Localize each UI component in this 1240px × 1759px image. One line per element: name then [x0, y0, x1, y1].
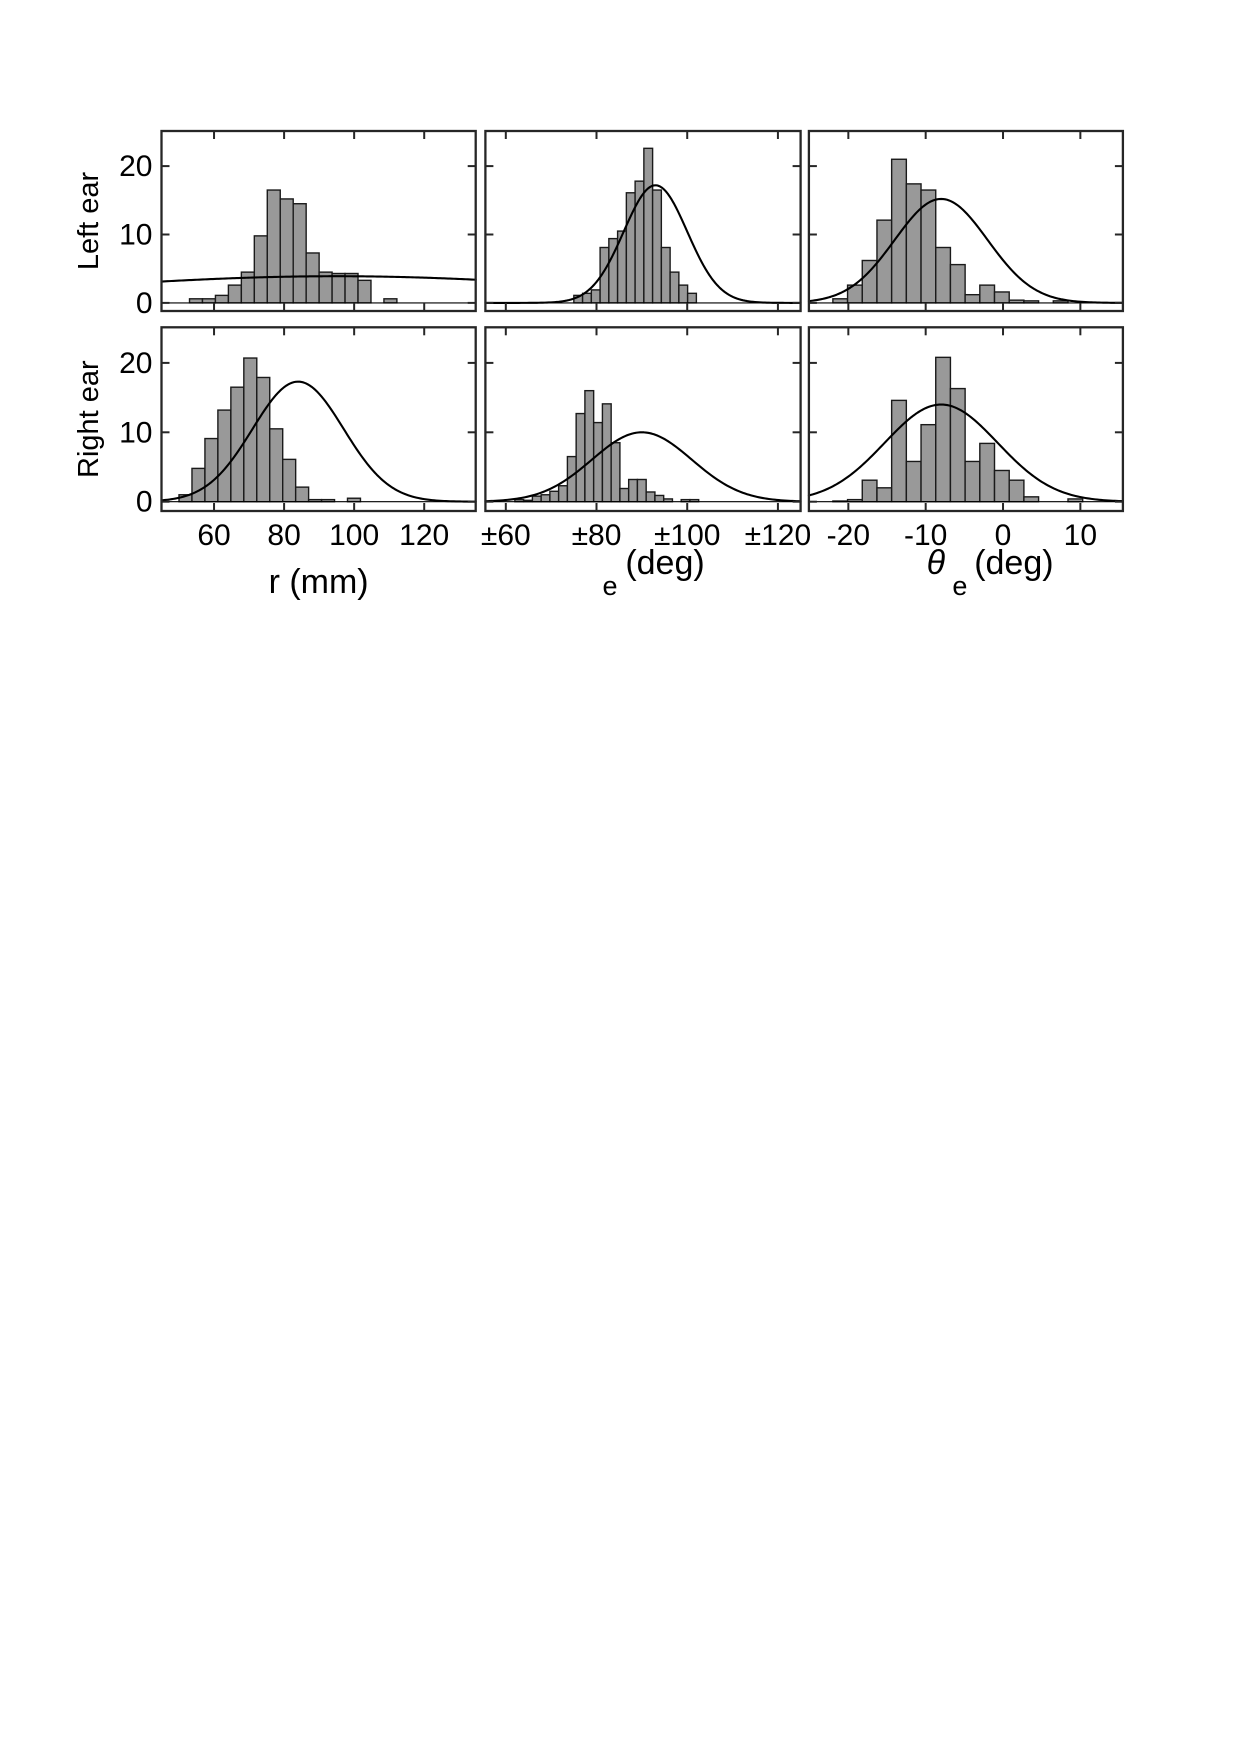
svg-text:(deg): (deg): [974, 544, 1053, 582]
svg-text:(deg): (deg): [625, 544, 704, 582]
svg-text:80: 80: [267, 519, 300, 552]
svg-text:100: 100: [329, 519, 379, 552]
svg-text:10: 10: [1064, 519, 1097, 552]
svg-text:r (mm): r (mm): [269, 563, 369, 601]
svg-text:0: 0: [136, 486, 153, 519]
svg-text:Left ear: Left ear: [73, 171, 105, 270]
svg-text:Right ear: Right ear: [73, 360, 105, 478]
svg-text:±120: ±120: [745, 519, 812, 552]
svg-text:10: 10: [119, 416, 152, 449]
svg-text:20: 20: [119, 150, 152, 183]
svg-text:0: 0: [136, 287, 153, 320]
svg-text:±60: ±60: [481, 519, 531, 552]
svg-text:10: 10: [119, 219, 152, 252]
svg-text:-20: -20: [827, 519, 870, 552]
svg-text:60: 60: [197, 519, 230, 552]
svg-text:120: 120: [399, 519, 449, 552]
svg-text:e: e: [952, 571, 967, 601]
svg-text:θ: θ: [927, 544, 946, 582]
svg-text:±80: ±80: [572, 519, 622, 552]
svg-text:e: e: [602, 571, 617, 601]
svg-text:20: 20: [119, 347, 152, 380]
